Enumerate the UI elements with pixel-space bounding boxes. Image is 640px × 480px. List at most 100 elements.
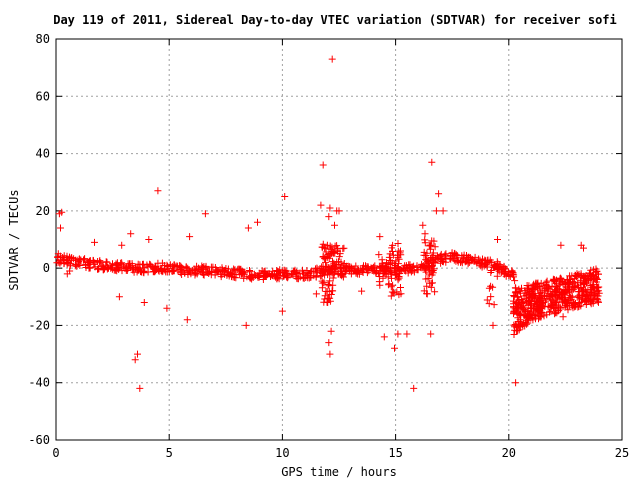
data-point <box>404 269 412 277</box>
data-point <box>391 260 399 268</box>
data-point <box>588 286 596 294</box>
data-point <box>325 339 333 347</box>
data-point <box>494 266 502 274</box>
data-point <box>580 280 588 288</box>
data-point <box>514 321 522 329</box>
plot-frame <box>55 38 623 441</box>
data-point <box>536 313 544 321</box>
data-point <box>529 293 536 301</box>
x-tick-label: 0 <box>52 446 59 460</box>
data-point <box>563 276 571 284</box>
data-point <box>378 261 386 269</box>
data-point <box>422 256 430 264</box>
data-point <box>55 258 63 266</box>
data-point <box>593 283 601 291</box>
data-point <box>516 302 524 310</box>
data-point <box>335 207 343 215</box>
data-point <box>595 270 602 278</box>
data-point <box>539 282 547 290</box>
data-point <box>391 344 398 352</box>
data-point <box>145 236 153 243</box>
chart-title: Day 119 of 2011, Sidereal Day-to-day VTE… <box>53 13 617 27</box>
data-point <box>397 247 404 255</box>
data-point <box>118 241 126 249</box>
data-point <box>154 259 162 267</box>
data-point <box>334 270 342 277</box>
data-point <box>476 256 484 264</box>
data-point <box>201 210 209 218</box>
data-point <box>387 269 395 277</box>
data-point <box>486 256 494 264</box>
data-point <box>493 262 501 270</box>
data-point <box>510 331 518 338</box>
data-point <box>463 252 470 259</box>
data-point <box>139 260 147 268</box>
data-point <box>562 296 569 304</box>
data-point <box>395 274 403 282</box>
data-point <box>319 262 327 270</box>
data-point <box>525 315 533 323</box>
data-point <box>489 321 497 329</box>
data-point <box>154 266 162 274</box>
data-point <box>73 262 81 270</box>
data-point <box>520 312 528 319</box>
data-point <box>450 256 458 264</box>
data-point <box>524 308 532 316</box>
data-point <box>509 270 517 278</box>
data-point <box>532 295 540 303</box>
data-point <box>549 275 557 283</box>
data-point <box>335 253 343 261</box>
data-point <box>319 161 327 169</box>
data-point <box>421 239 429 247</box>
data-point <box>559 313 567 321</box>
data-point <box>308 267 316 275</box>
data-point <box>154 187 162 195</box>
data-point <box>330 259 338 267</box>
data-point <box>494 236 501 243</box>
data-point <box>489 283 497 291</box>
data-point <box>589 272 597 280</box>
data-point <box>352 269 360 277</box>
data-point <box>327 327 335 335</box>
data-point <box>271 270 279 278</box>
data-point <box>307 268 315 276</box>
y-tick-label: 80 <box>36 32 50 46</box>
data-point <box>431 288 439 296</box>
data-point <box>161 266 169 274</box>
data-point <box>564 306 572 314</box>
data-point <box>537 296 545 304</box>
data-point <box>419 221 427 229</box>
data-point <box>246 273 254 281</box>
data-point <box>513 309 521 317</box>
data-point <box>423 282 431 290</box>
data-point <box>132 265 140 273</box>
data-point <box>260 272 268 279</box>
data-point <box>312 290 320 298</box>
data-point <box>518 303 526 311</box>
data-point <box>490 301 498 309</box>
data-point <box>131 356 139 364</box>
data-point <box>218 264 226 272</box>
data-point <box>565 281 573 289</box>
data-point <box>335 258 342 266</box>
data-point <box>54 253 62 261</box>
x-tick-label: 20 <box>502 446 516 460</box>
data-point <box>531 300 539 308</box>
data-point <box>326 350 334 358</box>
data-point <box>281 266 289 274</box>
data-point <box>394 240 402 247</box>
data-point <box>544 285 552 293</box>
data-point <box>457 258 464 266</box>
data-point <box>427 330 435 338</box>
data-point <box>166 261 174 269</box>
data-point <box>594 287 602 295</box>
data-point <box>482 260 490 268</box>
data-point <box>360 262 367 270</box>
data-point <box>326 204 334 212</box>
data-point <box>527 304 535 312</box>
data-point <box>330 249 338 257</box>
data-point <box>380 333 388 341</box>
data-point <box>240 274 248 282</box>
data-point <box>410 384 418 392</box>
data-point <box>151 263 159 271</box>
